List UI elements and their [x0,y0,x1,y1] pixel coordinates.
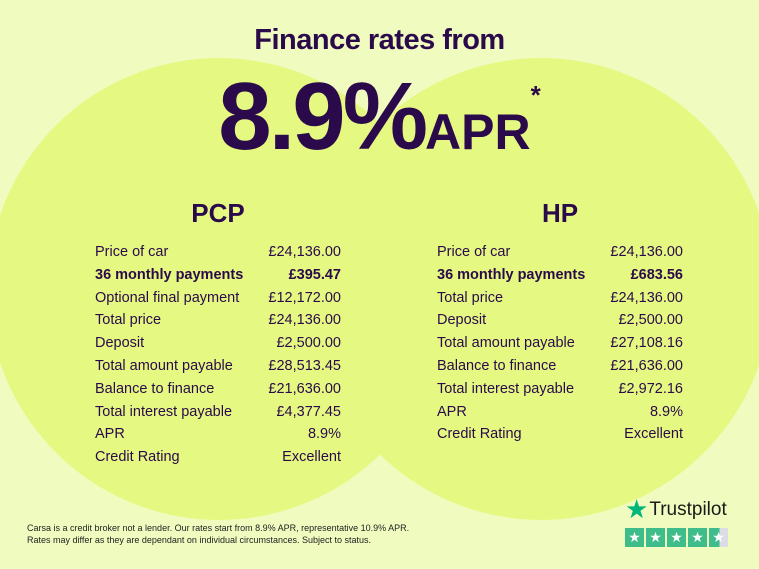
row-label: 36 monthly payments [95,266,244,283]
row-label: Price of car [437,244,511,260]
disclaimer-line-2: Rates may differ as they are dependant o… [27,535,372,545]
row-value: £21,636.00 [268,380,341,397]
table-row: APR 8.9% [95,423,341,446]
table-row: 36 monthly payments £395.47 [95,264,341,287]
row-label: Deposit [95,335,145,352]
table-row: Total price £24,136.00 [437,287,683,310]
row-value: £2,500.00 [618,312,683,329]
disclaimer: Carsa is a credit broker not a lender. O… [27,522,409,546]
rate-value: 8.9% [218,63,428,170]
star-icon: ★ [646,528,665,547]
disclaimer-line-1: Carsa is a credit broker not a lender. O… [27,523,410,533]
asterisk: * [530,80,541,110]
hp-table: HP Price of car £24,136.00 36 monthly paym… [437,198,683,446]
table-row: Deposit £2,500.00 [437,309,683,332]
table-row: Deposit £2,500.00 [95,332,341,355]
headline-rate: 8.9%APR* [0,62,759,172]
pcp-heading: PCP [191,198,245,228]
row-label: APR [437,403,467,420]
row-value: £21,636.00 [610,357,683,374]
pcp-table: PCP Price of car £24,136.00 36 monthly pay… [95,198,341,469]
row-label: Deposit [437,312,487,329]
table-row: Total interest payable £4,377.45 [95,401,341,424]
row-label: Total interest payable [95,403,233,420]
row-value: 8.9% [649,403,683,420]
headline-title: Finance rates from [254,24,505,56]
row-value: Excellent [624,426,683,443]
table-row: Total amount payable £28,513.45 [95,355,341,378]
row-value: £27,108.16 [610,335,683,352]
row-label: Total price [95,312,162,329]
row-value: £2,500.00 [276,335,341,352]
row-value: £12,172.00 [268,289,341,306]
rate-unit: APR [425,104,531,160]
row-value: £4,377.45 [276,403,341,420]
table-row: 36 monthly payments £683.56 [437,264,683,287]
trustpilot-logo: ★ Trustpilot [625,494,728,525]
star-icon: ★ [667,528,686,547]
trustpilot-badge[interactable]: ★ Trustpilot ★ ★ ★ ★ ★ [625,494,728,547]
row-label: APR [95,426,125,443]
row-value: £683.56 [630,266,683,283]
row-value: £24,136.00 [268,312,341,329]
star-icon: ★ [625,528,644,547]
row-value: 8.9% [307,426,341,443]
table-row: Price of car £24,136.00 [95,241,341,264]
table-row: Total interest payable £2,972.16 [437,378,683,401]
table-row: APR 8.9% [437,401,683,424]
star-icon: ★ [625,494,649,524]
row-label: Total amount payable [437,335,575,352]
row-value: £24,136.00 [268,244,341,260]
table-row: Price of car £24,136.00 [437,241,683,264]
star-icon: ★ [688,528,707,547]
table-row: Balance to finance £21,636.00 [437,355,683,378]
row-label: 36 monthly payments [437,266,586,283]
trustpilot-name: Trustpilot [649,498,727,520]
table-row: Total price £24,136.00 [95,309,341,332]
table-row: Optional final payment £12,172.00 [95,287,341,310]
table-row: Total amount payable £27,108.16 [437,332,683,355]
row-label: Credit Rating [95,449,180,466]
right-circle-decoration [310,58,759,520]
row-value: £24,136.00 [610,289,683,306]
row-label: Total interest payable [437,380,575,397]
trustpilot-stars: ★ ★ ★ ★ ★ [625,528,728,547]
row-value: Excellent [282,449,341,466]
row-label: Total amount payable [95,357,233,374]
table-row: Credit Rating Excellent [95,446,341,469]
row-value: £395.47 [288,266,341,283]
row-label: Total price [437,289,504,306]
row-label: Credit Rating [437,426,522,443]
table-row: Credit Rating Excellent [437,423,683,446]
star-icon: ★ [709,528,728,547]
row-value: £28,513.45 [268,357,341,374]
row-label: Optional final payment [95,289,240,306]
row-label: Balance to finance [437,357,557,374]
hp-heading: HP [541,198,579,228]
row-label: Balance to finance [95,380,215,397]
row-value: £2,972.16 [618,380,683,397]
table-row: Balance to finance £21,636.00 [95,378,341,401]
row-value: £24,136.00 [610,244,683,260]
row-label: Price of car [95,244,169,260]
